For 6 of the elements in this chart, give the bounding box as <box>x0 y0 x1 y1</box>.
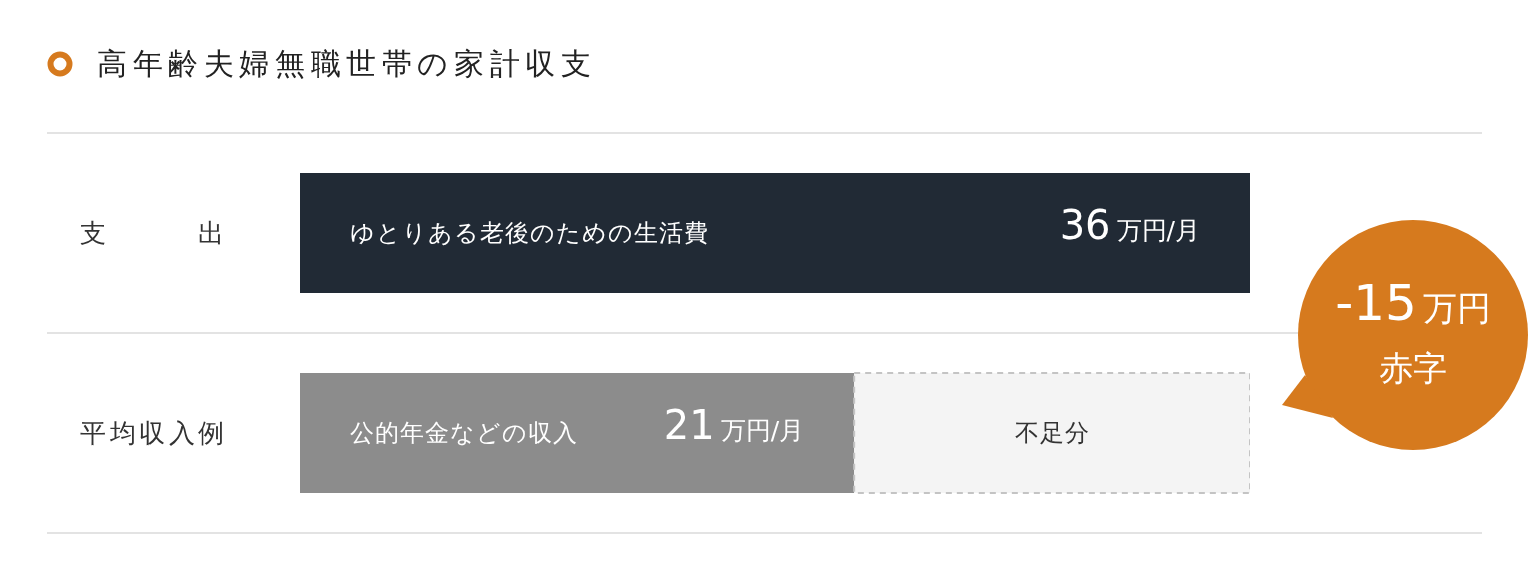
series-label: ゆとりある老後のための生活費 <box>350 219 709 248</box>
series-label: 公的年金などの収入 <box>350 419 578 448</box>
y-tick-label: 平均収入例 <box>80 418 224 449</box>
chart-title: 高年齢夫婦無職世帯の家計収支 <box>97 45 597 83</box>
y-tick-label: 支出 <box>80 218 224 249</box>
series-label: 不足分 <box>1014 419 1090 448</box>
